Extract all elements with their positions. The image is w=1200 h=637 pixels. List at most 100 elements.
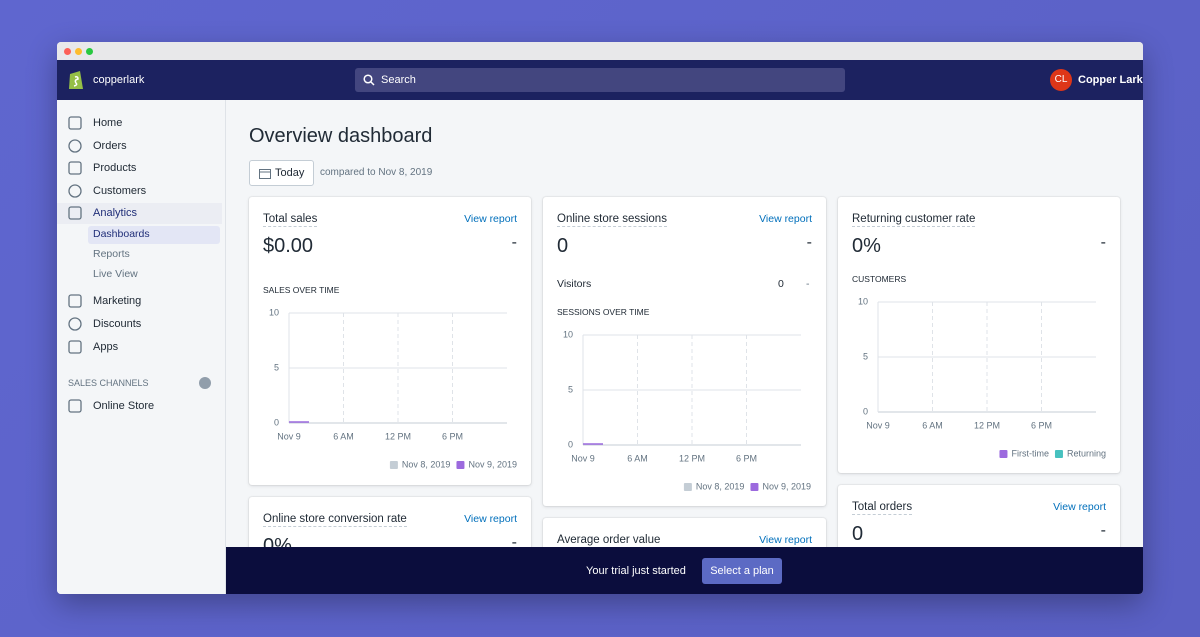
- card-title[interactable]: Returning customer rate: [852, 213, 976, 227]
- max-dot[interactable]: [86, 48, 93, 55]
- x-tick-label: 6 AM: [922, 420, 943, 430]
- sub-metric-label: Visitors: [557, 278, 592, 290]
- nav-item[interactable]: Home: [93, 117, 123, 129]
- metric-value: $0.00: [263, 235, 314, 257]
- legend-swatch: [750, 483, 759, 491]
- y-tick-label: 0: [568, 439, 573, 449]
- x-tick-label: 12 PM: [974, 420, 1000, 430]
- x-tick-label: 6 PM: [1031, 420, 1052, 430]
- nav-item[interactable]: Apps: [93, 341, 119, 353]
- nav-item[interactable]: Orders: [93, 140, 127, 152]
- legend-label: Nov 9, 2019: [468, 459, 517, 469]
- icon-shape: [68, 340, 82, 354]
- avatar[interactable]: CL: [1050, 69, 1072, 91]
- x-tick-label: 6 AM: [333, 431, 354, 441]
- metric-value: 0%: [852, 235, 881, 257]
- icon-shape: [68, 139, 82, 153]
- calendar-icon: [259, 169, 271, 179]
- nav-icon: [68, 161, 82, 175]
- y-tick-label: 5: [863, 351, 868, 361]
- view-report-link[interactable]: View report: [759, 534, 812, 546]
- legend-label: Returning: [1067, 448, 1106, 458]
- chart-title: SESSIONS OVER TIME: [557, 307, 650, 317]
- view-report-link[interactable]: View report: [464, 513, 517, 525]
- x-tick-label: Nov 9: [571, 453, 595, 463]
- nav-icon: [68, 317, 82, 331]
- chart-title: SALES OVER TIME: [263, 285, 340, 295]
- y-tick-label: 5: [274, 362, 279, 372]
- nav-icon: [68, 399, 82, 413]
- view-report-link[interactable]: View report: [1053, 501, 1106, 513]
- legend-swatch: [1054, 450, 1063, 458]
- user-name[interactable]: Copper Lark: [1078, 74, 1143, 86]
- search-box[interactable]: Search: [355, 68, 845, 92]
- card-title[interactable]: Total orders: [852, 501, 913, 515]
- top-bar: copperlark Search CL Copper Lark: [57, 60, 1143, 100]
- card-title[interactable]: Online store sessions: [557, 213, 667, 227]
- nav-item[interactable]: Customers: [93, 185, 147, 197]
- close-dot[interactable]: [64, 48, 71, 55]
- view-report-link[interactable]: View report: [759, 213, 812, 225]
- icon-shape: [68, 317, 82, 331]
- y-tick-label: 10: [563, 329, 573, 339]
- nav-icon: [68, 139, 82, 153]
- chart: 0 5 10 Nov 9 6 AM 12 PM 6 PM Returning First-tim…: [858, 296, 1106, 458]
- add-channel[interactable]: [199, 377, 211, 389]
- x-tick-label: 6 PM: [442, 431, 463, 441]
- icon-shape: [68, 294, 82, 308]
- icon-shape: [68, 184, 82, 198]
- legend-label: First-time: [1011, 448, 1049, 458]
- card-title[interactable]: Total sales: [263, 213, 318, 227]
- chart-title: CUSTOMERS: [852, 274, 907, 284]
- main: Overview dashboard Today compared to Nov…: [226, 100, 1143, 594]
- sub-highlight: [88, 226, 220, 244]
- min-dot[interactable]: [75, 48, 82, 55]
- y-tick-label: 0: [863, 406, 868, 416]
- channels-title: SALES CHANNELS: [68, 378, 149, 388]
- search-icon: [363, 74, 375, 86]
- metric-delta: -: [1100, 522, 1106, 539]
- nav-icon: [68, 340, 82, 354]
- x-tick-label: Nov 9: [277, 431, 301, 441]
- nav-icon: [68, 294, 82, 308]
- legend-label: Nov 9, 2019: [762, 481, 811, 491]
- subnav-item[interactable]: Reports: [93, 248, 130, 260]
- date-button[interactable]: Today: [249, 160, 314, 186]
- date-label: Today: [275, 167, 305, 179]
- sub-metric-delta: -: [806, 278, 810, 290]
- store-name[interactable]: copperlark: [93, 74, 145, 86]
- y-tick-label: 5: [568, 384, 573, 394]
- icon-shape: [68, 116, 82, 130]
- nav-icon: [68, 206, 82, 220]
- nav-item[interactable]: Discounts: [93, 318, 142, 330]
- metric-delta: -: [511, 234, 517, 251]
- x-tick-label: 6 AM: [627, 453, 648, 463]
- nav-icon: [68, 116, 82, 130]
- nav-highlight: [57, 203, 222, 224]
- y-tick-label: 10: [269, 307, 279, 317]
- logo: [69, 71, 83, 89]
- nav-item[interactable]: Marketing: [93, 295, 142, 307]
- browser-window: copperlark Search CL Copper Lark Home Ord…: [57, 42, 1143, 594]
- sidebar: Home Orders Products Customers Analytics Dash…: [57, 100, 226, 594]
- x-tick-label: 12 PM: [679, 453, 705, 463]
- subnav-item[interactable]: Dashboards: [93, 228, 150, 240]
- x-tick-label: 6 PM: [736, 453, 757, 463]
- report-card: Online store sessions View report 0 - Visito…: [543, 197, 826, 506]
- select-plan-button[interactable]: Select a plan: [702, 558, 782, 584]
- report-card: Returning customer rate 0% - CUSTOMERS 0 5 10 N…: [838, 197, 1120, 473]
- y-tick-label: 10: [858, 296, 868, 306]
- report-card: Total sales View report $0.00 - SALES OVER T…: [249, 197, 531, 485]
- nav-icon: [68, 184, 82, 198]
- x-tick-label: Nov 9: [866, 420, 890, 430]
- metric-value: 0: [852, 523, 864, 545]
- channel-item[interactable]: Online Store: [93, 400, 155, 412]
- card-title[interactable]: Average order value: [557, 534, 661, 548]
- subnav-item[interactable]: Live View: [93, 268, 138, 280]
- page-title: Overview dashboard: [249, 125, 433, 147]
- chart: 0 5 10 Nov 9 6 AM 12 PM 6 PM Nov 9, 2019 Nov 8, …: [269, 307, 517, 469]
- view-report-link[interactable]: View report: [464, 213, 517, 225]
- nav-item[interactable]: Products: [93, 162, 137, 174]
- card-title[interactable]: Online store conversion rate: [263, 513, 407, 527]
- nav-item[interactable]: Analytics: [93, 207, 138, 219]
